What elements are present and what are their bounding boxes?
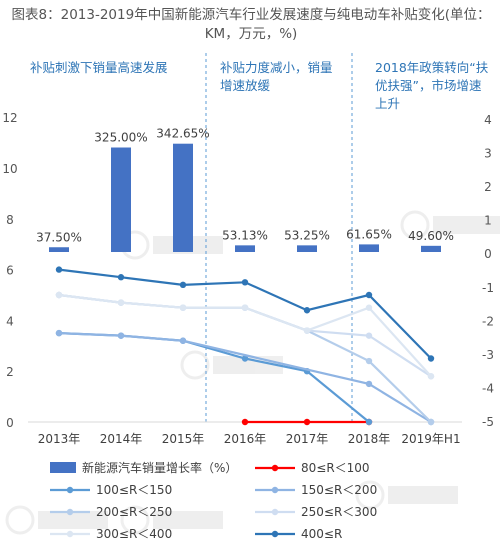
series-point-100≤R＜150 — [241, 355, 249, 362]
series-line-100≤R＜150 — [58, 332, 370, 423]
series-point-300≤R＜400 — [427, 373, 435, 380]
series-point-400≤R — [427, 355, 435, 362]
right-axis-tick: -2 — [482, 314, 494, 328]
left-axis-tick: 4 — [6, 314, 14, 328]
watermark-logo — [400, 210, 500, 240]
phase-label-2-line-2: 增速放缓 — [220, 78, 271, 93]
legend-marker — [271, 508, 279, 516]
bar-value-label: 53.13% — [222, 228, 268, 242]
watermark-logo — [120, 505, 223, 535]
series-point-200≤R＜250 — [427, 418, 435, 426]
legend-marker — [66, 530, 74, 538]
left-axis-tick: 0 — [6, 416, 14, 430]
right-axis-tick: -1 — [482, 281, 494, 295]
phase-label-3-line-3: 上升 — [375, 96, 400, 111]
left-axis-tick: 12 — [2, 111, 17, 125]
bar-2014年 — [111, 147, 131, 252]
bar-value-label: 325.00% — [94, 131, 147, 145]
series-point-300≤R＜400 — [117, 299, 125, 306]
watermark-logo — [5, 505, 108, 535]
x-axis-tick-label: 2014年 — [100, 432, 143, 446]
legend-marker — [271, 530, 279, 538]
bar-value-label: 37.50% — [36, 230, 82, 244]
right-axis-tick: -3 — [482, 348, 494, 362]
series-point-80≤R＜100 — [241, 418, 249, 426]
watermark-logo — [120, 230, 223, 260]
bar-2017年 — [297, 245, 317, 252]
legend-label: 新能源汽车销量增长率（%） — [82, 460, 237, 475]
series-point-400≤R — [117, 274, 125, 281]
series-point-300≤R＜400 — [55, 291, 63, 299]
series-point-400≤R — [303, 307, 311, 314]
legend-label: 250≤R＜300 — [301, 505, 377, 519]
phase-label-3-line-2: 优扶强”，市场增速 — [375, 78, 482, 93]
bar-value-label: 61.65% — [346, 227, 392, 241]
legend-bar-swatch — [50, 462, 76, 473]
series-point-300≤R＜400 — [303, 327, 311, 334]
right-axis-tick: 4 — [484, 113, 492, 127]
legend-marker — [66, 486, 74, 494]
x-axis-tick-label: 2016年 — [224, 432, 267, 446]
legend-label: 100≤R＜150 — [96, 483, 172, 497]
series-point-300≤R＜400 — [365, 304, 373, 311]
phase-label-1-line-1: 补贴刺激下销量高速发展 — [30, 60, 168, 75]
bar-2013年 — [49, 247, 69, 252]
series-point-150≤R＜200 — [365, 380, 373, 388]
bar-2015年 — [173, 143, 193, 252]
series-point-300≤R＜400 — [241, 304, 249, 311]
legend-marker — [271, 464, 279, 472]
left-axis-tick: 6 — [6, 264, 14, 278]
bar-2018年 — [359, 244, 379, 252]
x-axis-tick-label: 2019年H1 — [401, 432, 460, 446]
phase-label-3-line-1: 2018年政策转向“扶 — [375, 60, 489, 75]
left-axis-tick: 10 — [2, 162, 17, 176]
series-point-150≤R＜200 — [117, 332, 125, 339]
series-point-400≤R — [365, 291, 373, 299]
legend-label: 80≤R＜100 — [301, 461, 370, 475]
series-point-150≤R＜200 — [179, 337, 187, 344]
legend-label: 400≤R — [301, 527, 342, 541]
series-point-400≤R — [179, 281, 187, 289]
right-axis-tick: 3 — [484, 147, 492, 161]
legend-label: 300≤R＜400 — [96, 527, 172, 541]
right-axis-tick: -4 — [482, 381, 494, 395]
watermark-logo — [355, 480, 458, 510]
series-line-150≤R＜200 — [58, 332, 432, 423]
right-axis-tick: 0 — [484, 247, 492, 261]
series-point-150≤R＜200 — [55, 329, 63, 337]
legend-marker — [66, 508, 74, 516]
x-axis-tick-label: 2015年 — [162, 432, 205, 446]
legend-marker — [271, 486, 279, 494]
left-axis-tick: 8 — [6, 213, 14, 227]
legend-label: 200≤R＜250 — [96, 505, 172, 519]
x-axis-tick-label: 2013年 — [38, 432, 81, 446]
series-point-80≤R＜100 — [303, 418, 311, 426]
series-point-400≤R — [55, 266, 63, 273]
bar-2019年H1 — [421, 245, 441, 252]
legend-label: 150≤R＜200 — [301, 483, 377, 497]
series-point-200≤R＜250 — [365, 357, 373, 365]
phase-label-2-line-1: 补贴力度减小，销量 — [220, 60, 333, 75]
right-axis-tick: 1 — [484, 214, 492, 228]
bar-value-label: 342.65% — [156, 127, 209, 141]
series-point-400≤R — [241, 279, 249, 286]
bar-value-label: 49.60% — [408, 229, 454, 243]
x-axis-tick-label: 2017年 — [286, 432, 329, 446]
right-axis-tick: -5 — [482, 415, 494, 429]
x-axis-tick-label: 2018年 — [348, 432, 391, 446]
left-axis-tick: 2 — [6, 365, 14, 379]
series-point-100≤R＜150 — [365, 418, 373, 426]
series-point-250≤R＜300 — [365, 332, 373, 339]
series-point-300≤R＜400 — [179, 304, 187, 311]
right-axis-tick: 2 — [484, 180, 492, 194]
chart-title: 图表8：2013-2019年中国新能源汽车行业发展速度与纯电动车补贴变化(单位：… — [11, 7, 491, 42]
bar-2016年 — [235, 245, 255, 252]
bar-value-label: 53.25% — [284, 228, 330, 242]
